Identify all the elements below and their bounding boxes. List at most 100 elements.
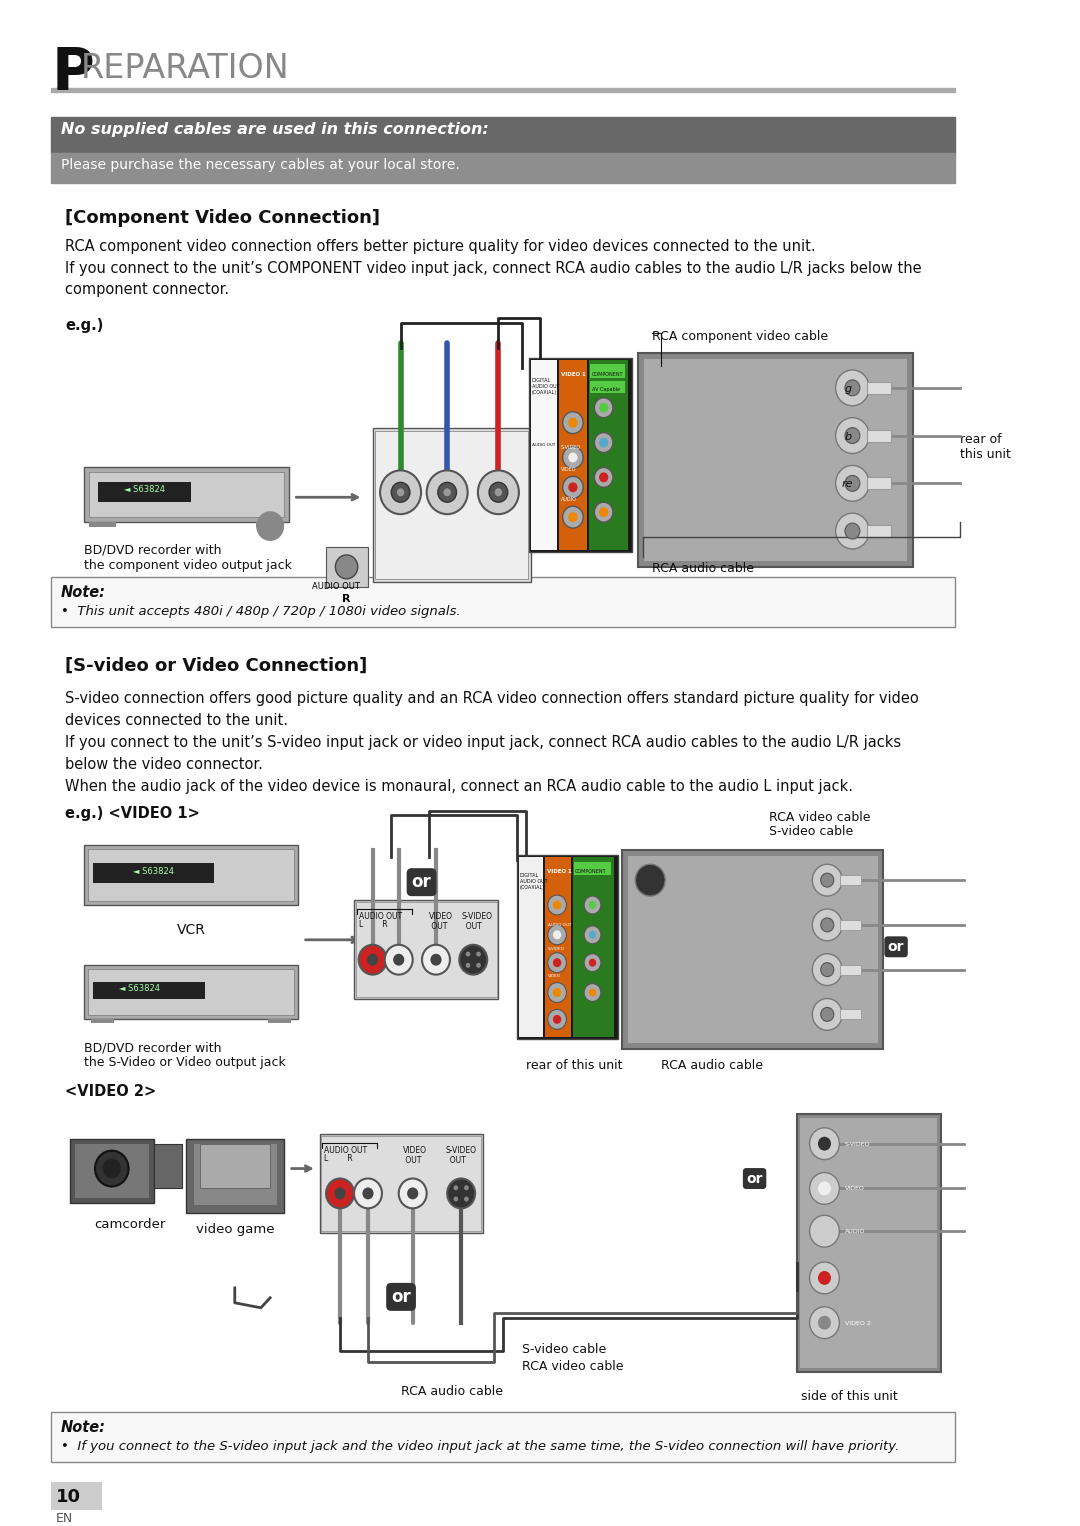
Circle shape <box>548 925 566 945</box>
Circle shape <box>589 931 596 938</box>
Text: RCA video cable: RCA video cable <box>522 1361 623 1373</box>
Text: side of this unit: side of this unit <box>801 1390 897 1404</box>
Text: e.g.): e.g.) <box>65 319 104 333</box>
Bar <box>589 360 627 549</box>
Text: AUDIO OUT: AUDIO OUT <box>359 913 402 922</box>
Circle shape <box>589 989 596 996</box>
Circle shape <box>354 1178 382 1209</box>
Circle shape <box>594 467 613 487</box>
Text: If you connect to the unit’s S-video input jack or video input jack, connect RCA: If you connect to the unit’s S-video inp… <box>65 736 902 749</box>
Text: RCA audio cable: RCA audio cable <box>661 1059 764 1073</box>
Circle shape <box>367 954 378 966</box>
Text: (green): (green) <box>382 446 418 456</box>
Text: or: or <box>391 1288 410 1306</box>
Text: AUDIO: AUDIO <box>561 497 577 502</box>
Text: COMPONENT: COMPONENT <box>592 372 623 377</box>
Bar <box>51 87 955 93</box>
Bar <box>800 1119 937 1369</box>
Text: RCA audio cable: RCA audio cable <box>401 1386 502 1398</box>
Text: or: or <box>746 1172 762 1186</box>
Text: or: or <box>888 940 904 954</box>
Text: video game: video game <box>195 1224 274 1236</box>
Circle shape <box>589 900 596 909</box>
Text: L        R: L R <box>359 920 388 929</box>
Text: VCR: VCR <box>176 923 205 937</box>
Bar <box>518 858 543 1038</box>
Circle shape <box>407 1187 418 1199</box>
Text: VIDEO: VIDEO <box>845 1186 865 1192</box>
Text: S-video cable: S-video cable <box>769 826 853 838</box>
Circle shape <box>464 1186 469 1190</box>
Circle shape <box>589 958 596 966</box>
Bar <box>84 964 298 1019</box>
Text: S-video cable: S-video cable <box>522 1343 606 1355</box>
Text: RCA component video cable: RCA component video cable <box>652 330 828 343</box>
Bar <box>529 359 632 552</box>
Text: (blue): (blue) <box>433 446 461 456</box>
Bar <box>840 1009 861 1019</box>
Bar <box>89 522 117 526</box>
Bar <box>98 482 191 502</box>
Text: rear of this unit: rear of this unit <box>526 1059 623 1073</box>
Circle shape <box>594 432 613 453</box>
Bar <box>590 382 625 392</box>
Circle shape <box>548 1009 566 1030</box>
Text: BD/DVD recorder with
the component video output jack: BD/DVD recorder with the component video… <box>84 543 292 572</box>
Circle shape <box>563 412 583 433</box>
Text: g: g <box>845 385 851 394</box>
Text: VIDEO
 OUT: VIDEO OUT <box>404 1146 428 1164</box>
Bar <box>545 858 571 1038</box>
Circle shape <box>812 954 842 986</box>
Bar <box>867 525 891 537</box>
Circle shape <box>359 945 387 975</box>
Circle shape <box>548 952 566 972</box>
Bar <box>187 1138 284 1213</box>
Bar <box>572 858 613 1038</box>
Circle shape <box>821 963 834 977</box>
Text: •  This unit accepts 480i / 480p / 720p / 1080i video signals.: • This unit accepts 480i / 480p / 720p /… <box>60 604 460 618</box>
Bar <box>268 1019 291 1024</box>
Circle shape <box>399 1178 427 1209</box>
Circle shape <box>812 864 842 896</box>
Circle shape <box>818 1315 831 1329</box>
Circle shape <box>391 482 410 502</box>
Text: devices connected to the unit.: devices connected to the unit. <box>65 713 288 728</box>
Circle shape <box>454 1196 458 1201</box>
Bar <box>51 153 955 183</box>
Text: Pb/Cb: Pb/Cb <box>430 523 464 534</box>
Text: S-VIDEO
  OUT: S-VIDEO OUT <box>445 1146 476 1164</box>
Circle shape <box>812 998 842 1030</box>
Bar <box>84 467 288 522</box>
Bar <box>867 382 891 394</box>
Text: rear of
this unit: rear of this unit <box>959 432 1011 461</box>
Text: below the video connector.: below the video connector. <box>65 757 264 772</box>
Bar <box>153 1143 181 1189</box>
Text: VIDEO: VIDEO <box>548 974 561 978</box>
Text: AUDIO OUT: AUDIO OUT <box>548 923 571 926</box>
Text: VIDEO
 OUT: VIDEO OUT <box>429 913 453 931</box>
Text: RCA audio cable: RCA audio cable <box>652 562 754 575</box>
Circle shape <box>845 476 860 491</box>
Text: camcorder: camcorder <box>95 1218 166 1231</box>
Bar <box>559 360 586 549</box>
Circle shape <box>821 1007 834 1021</box>
Circle shape <box>326 1178 354 1209</box>
Circle shape <box>568 453 578 462</box>
Text: VIDEO 1: VIDEO 1 <box>561 372 585 377</box>
Text: P: P <box>51 44 94 102</box>
Circle shape <box>476 963 481 967</box>
Circle shape <box>465 952 470 957</box>
Circle shape <box>422 945 450 975</box>
Bar <box>87 850 295 900</box>
Text: L        R: L R <box>324 1154 353 1163</box>
Bar <box>840 964 861 975</box>
Circle shape <box>363 1187 374 1199</box>
Circle shape <box>464 1196 469 1201</box>
Circle shape <box>447 1178 475 1209</box>
Bar <box>51 1412 955 1462</box>
Text: •  If you connect to the S-video input jack and the video input jack at the same: • If you connect to the S-video input ja… <box>60 1441 899 1453</box>
Bar <box>193 1143 276 1206</box>
Text: S-video connection offers good picture quality and an RCA video connection offer: S-video connection offers good picture q… <box>65 691 919 707</box>
Circle shape <box>836 513 869 549</box>
Text: or: or <box>411 873 431 891</box>
